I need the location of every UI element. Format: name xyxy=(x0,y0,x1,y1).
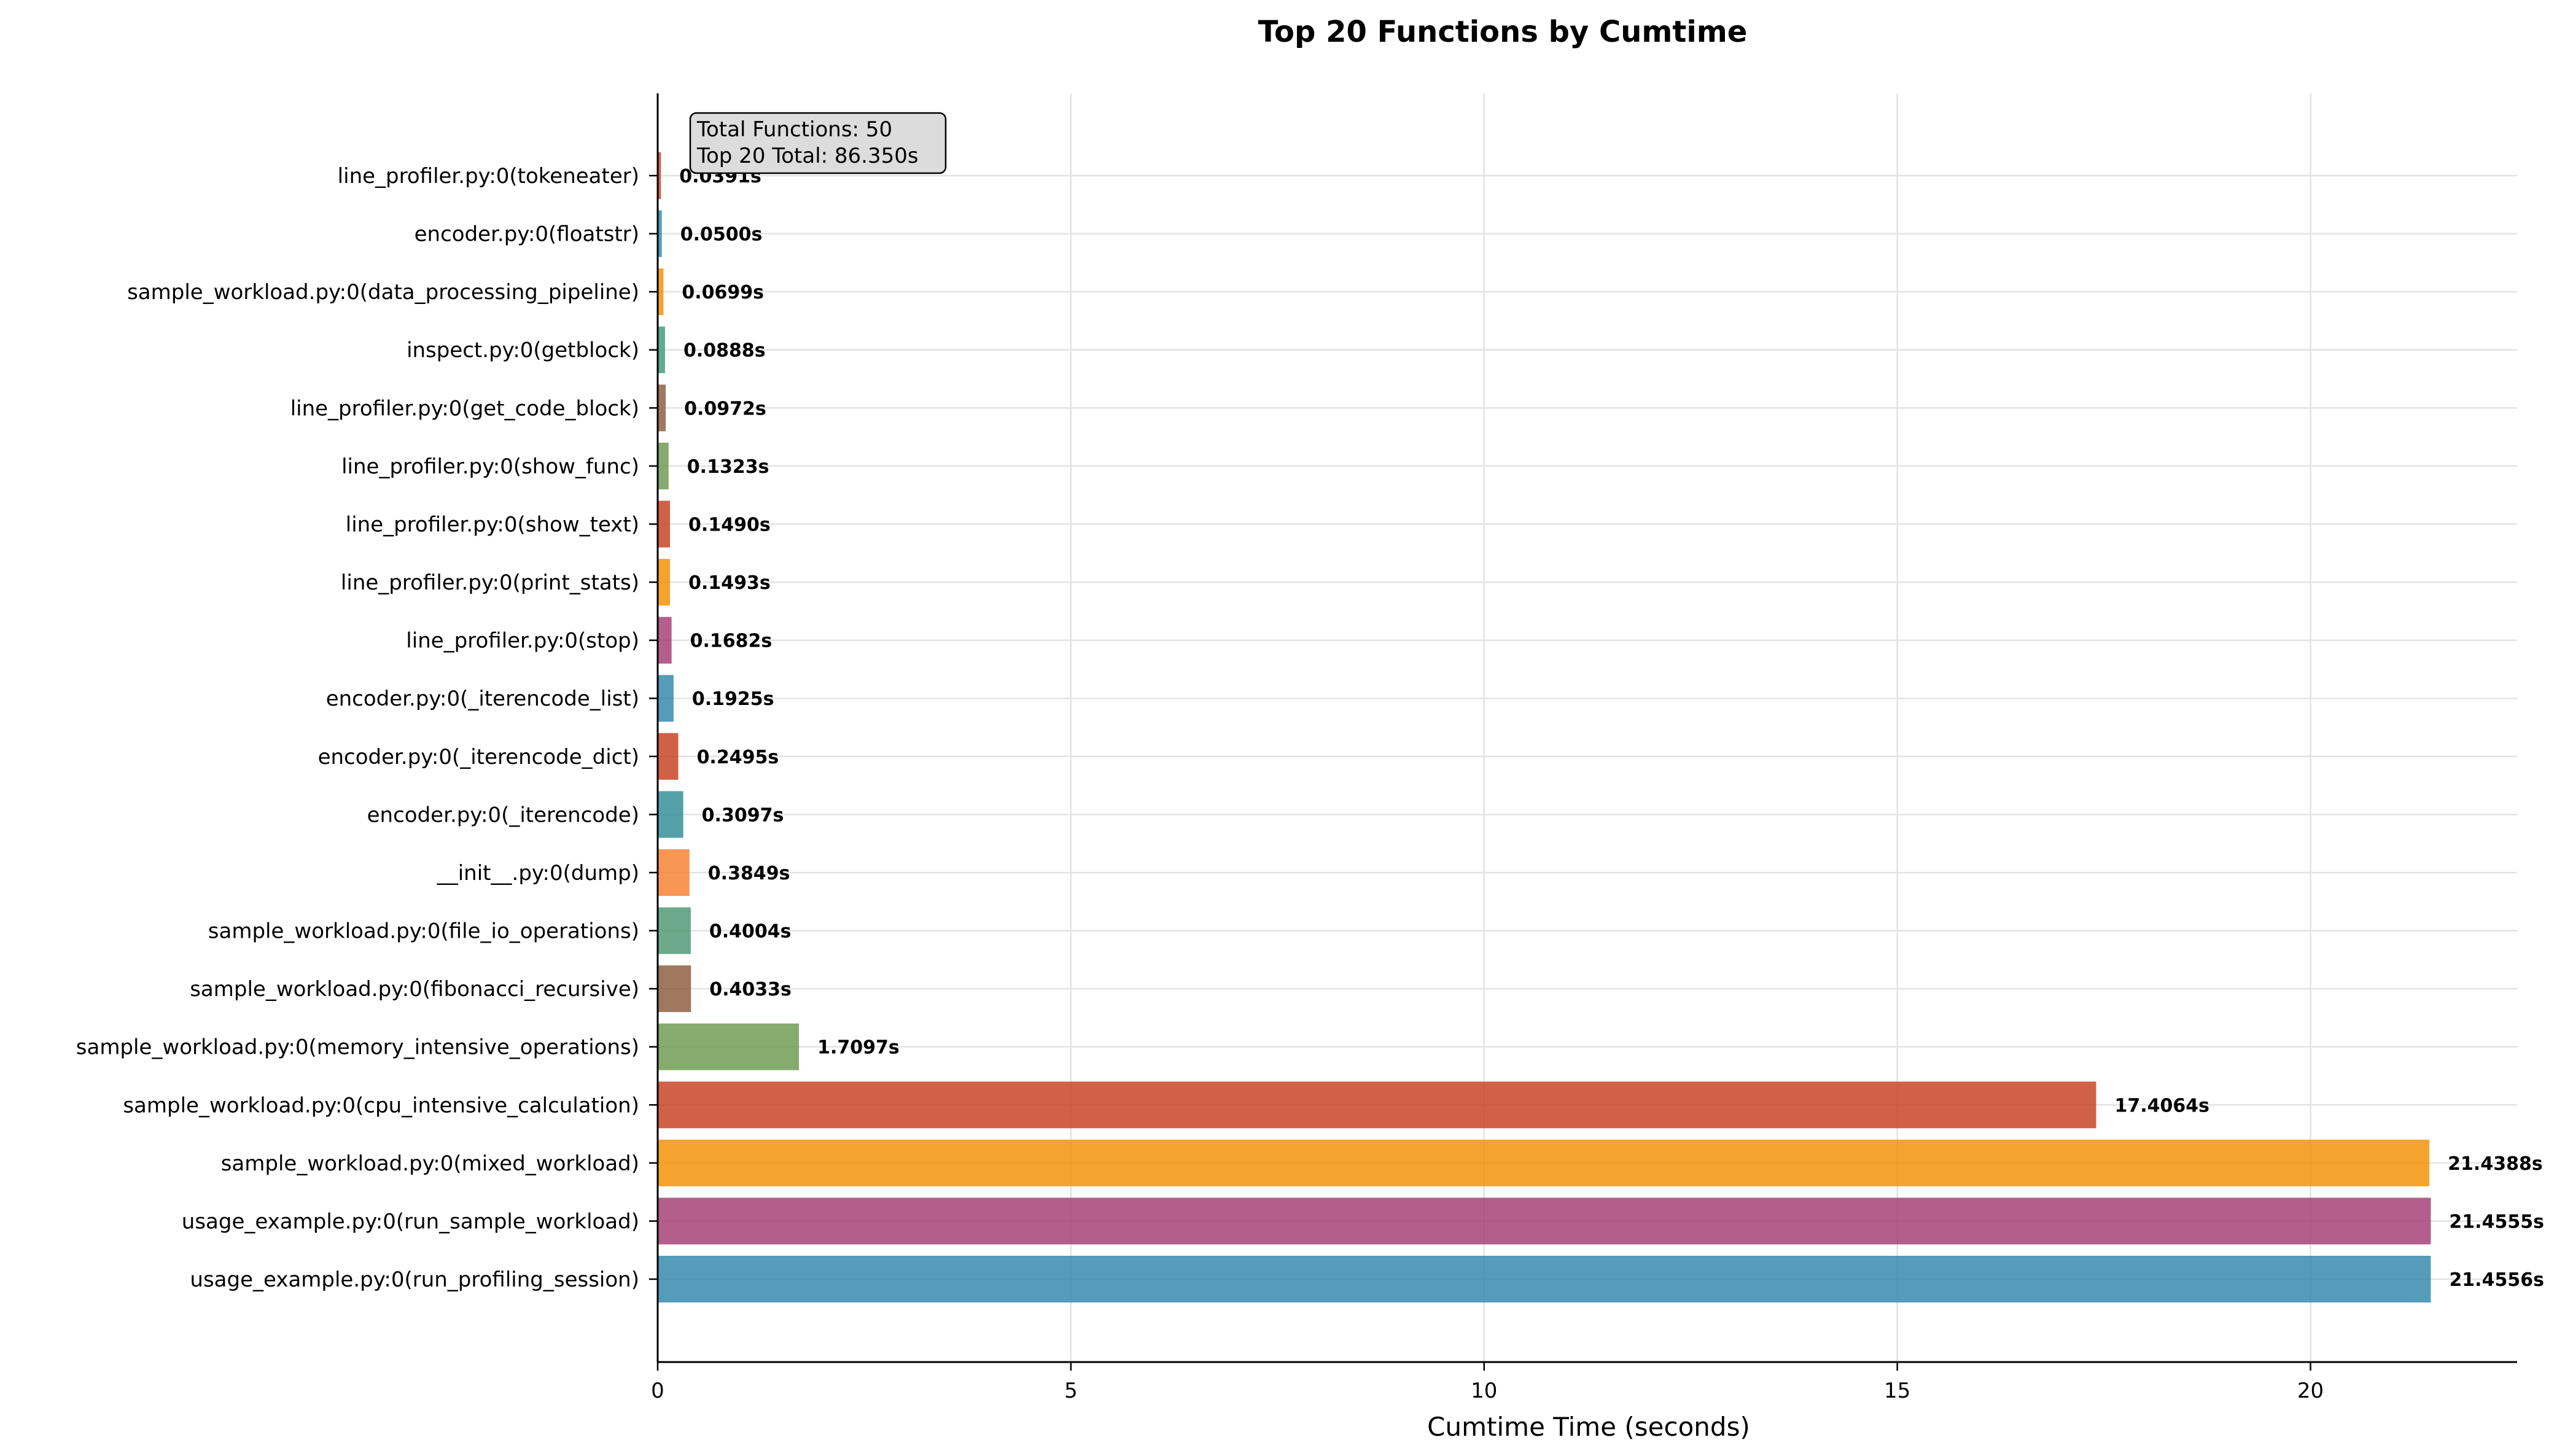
y-tick-label: sample_workload.py:0(memory_intensive_op… xyxy=(76,1035,639,1060)
bar xyxy=(658,791,683,838)
bar xyxy=(658,1197,2431,1245)
value-label: 0.0972s xyxy=(684,398,766,419)
bar xyxy=(658,907,691,954)
bar xyxy=(658,268,664,316)
value-label: 0.1323s xyxy=(687,456,769,478)
y-tick-label: line_profiler.py:0(show_text) xyxy=(346,512,639,537)
summary-total-functions: Total Functions: 50 xyxy=(696,117,892,142)
value-label: 0.4004s xyxy=(709,921,792,943)
value-label: 17.4064s xyxy=(2115,1095,2210,1116)
value-label: 0.1493s xyxy=(688,572,771,594)
y-tick-label: line_profiler.py:0(show_func) xyxy=(341,454,639,479)
y-tick-label: sample_workload.py:0(mixed_workload) xyxy=(221,1151,639,1176)
y-tick-label: sample_workload.py:0(fibonacci_recursive… xyxy=(190,977,639,1002)
bar-series xyxy=(658,152,2431,1302)
bar xyxy=(658,617,672,664)
value-label: 0.2495s xyxy=(697,747,779,768)
x-tick-label: 10 xyxy=(1471,1379,1497,1403)
bar xyxy=(658,500,671,548)
y-tick-label: sample_workload.py:0(file_io_operations) xyxy=(208,919,639,944)
y-tick-label: encoder.py:0(floatstr) xyxy=(415,222,639,247)
y-tick-labels: line_profiler.py:0(tokeneater) encoder.py… xyxy=(76,164,639,1292)
value-label: 0.3097s xyxy=(702,804,784,826)
bar xyxy=(658,559,671,606)
y-tick-label: encoder.py:0(_iterencode) xyxy=(367,803,639,827)
y-tick-label: line_profiler.py:0(print_stats) xyxy=(341,570,639,595)
x-tick-label: 20 xyxy=(2297,1379,2324,1403)
x-axis-label: Cumtime Time (seconds) xyxy=(1427,1412,1750,1442)
value-label: 21.4388s xyxy=(2448,1153,2543,1175)
y-tick-label: line_profiler.py:0(tokeneater) xyxy=(338,164,639,189)
y-tick-label: line_profiler.py:0(get_code_block) xyxy=(290,396,639,421)
bar xyxy=(658,152,661,199)
y-tick-label: sample_workload.py:0(cpu_intensive_calcu… xyxy=(123,1093,639,1118)
bar xyxy=(658,1081,2096,1129)
bar xyxy=(658,1139,2430,1186)
value-label: 21.4555s xyxy=(2449,1211,2544,1232)
bar xyxy=(658,442,669,489)
bar xyxy=(658,1256,2431,1302)
y-tick-label: usage_example.py:0(run_profiling_session… xyxy=(190,1267,639,1292)
y-tick-label: __init__.py:0(dump) xyxy=(437,861,639,886)
value-label: 0.1682s xyxy=(690,631,773,652)
value-label: 0.1925s xyxy=(692,688,774,710)
bar xyxy=(658,733,679,780)
x-tick-labels: 0 5 10 15 20 xyxy=(651,1379,2324,1403)
value-label: 0.0500s xyxy=(680,224,763,246)
value-label: 0.3849s xyxy=(708,863,790,884)
x-tick-label: 0 xyxy=(651,1379,664,1403)
value-label: 21.4556s xyxy=(2449,1269,2544,1291)
summary-annotation: Total Functions: 50 Top 20 Total: 86.350… xyxy=(689,112,947,174)
bar xyxy=(658,326,665,373)
summary-top20-total: Top 20 Total: 86.350s xyxy=(696,144,919,168)
value-label: 0.4033s xyxy=(709,979,792,1000)
y-tick-label: encoder.py:0(_iterencode_list) xyxy=(326,687,639,711)
bar xyxy=(658,965,691,1013)
axes xyxy=(649,93,2517,1371)
y-tick-label: line_profiler.py:0(stop) xyxy=(406,629,639,653)
y-tick-label: inspect.py:0(getblock) xyxy=(407,338,639,363)
bar xyxy=(658,210,662,257)
value-label: 0.1490s xyxy=(688,514,771,535)
y-tick-label: usage_example.py:0(run_sample_workload) xyxy=(182,1209,639,1234)
summary-annotation-box xyxy=(689,112,947,174)
x-tick-label: 5 xyxy=(1064,1379,1078,1403)
x-tick-label: 15 xyxy=(1884,1379,1910,1403)
chart-title: Top 20 Functions by Cumtime xyxy=(1258,15,1748,49)
value-label: 0.0699s xyxy=(682,282,764,303)
bar xyxy=(658,1023,800,1070)
y-tick-label: encoder.py:0(_iterencode_dict) xyxy=(318,745,639,769)
value-labels: 0.0391s0.0500s0.0699s0.0888s0.0972s0.132… xyxy=(679,166,2544,1291)
bar xyxy=(658,675,674,722)
value-label: 1.7097s xyxy=(817,1037,900,1059)
bar xyxy=(658,384,666,432)
bar xyxy=(658,849,690,896)
value-label: 0.0888s xyxy=(683,340,766,362)
y-tick-label: sample_workload.py:0(data_processing_pip… xyxy=(127,280,639,305)
